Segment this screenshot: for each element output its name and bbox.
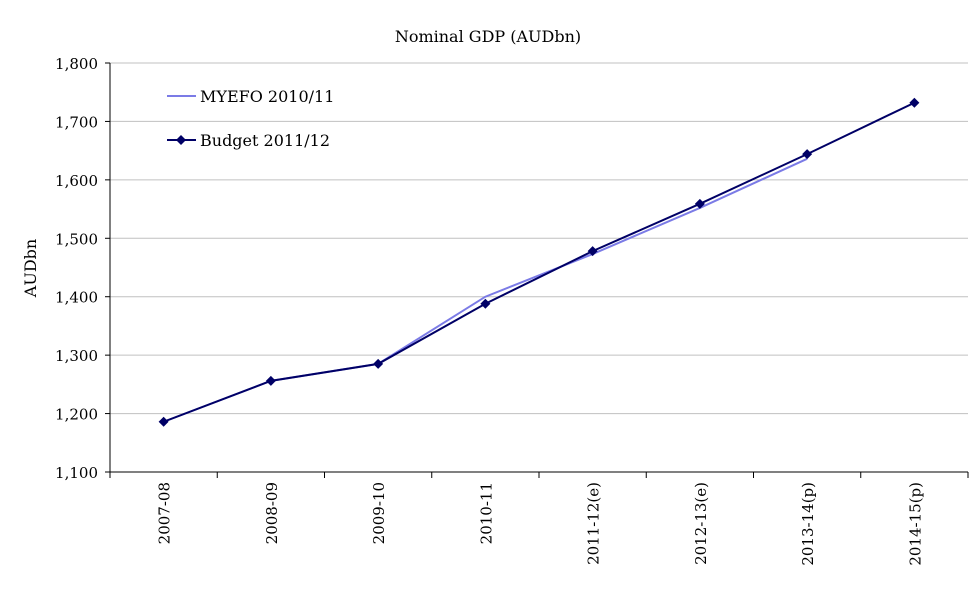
data-point [909, 97, 920, 108]
data-point [587, 246, 598, 257]
x-tick-label: 2007-08 [156, 482, 174, 544]
x-tick-label: 2009-10 [370, 482, 388, 544]
data-point [158, 416, 169, 427]
data-point [480, 298, 491, 309]
y-tick-label: 1,100 [55, 464, 98, 482]
x-tick-label: 2008-09 [263, 482, 281, 544]
legend-label: Budget 2011/12 [200, 131, 330, 150]
y-tick-label: 1,600 [55, 172, 98, 190]
data-point [265, 375, 276, 386]
data-point [373, 358, 384, 369]
legend: MYEFO 2010/11 Budget 2011/12 [167, 87, 334, 150]
chart-title: Nominal GDP (AUDbn) [395, 27, 581, 46]
x-tick-label: 2014-15(p) [906, 482, 924, 566]
legend-label: MYEFO 2010/11 [200, 87, 334, 106]
data-point [802, 149, 813, 160]
x-tick-label: 2013-14(p) [799, 482, 817, 566]
y-tick-label: 1,300 [55, 347, 98, 365]
x-tick-label: 2011-12(e) [585, 482, 603, 565]
y-tick-label: 1,700 [55, 113, 98, 131]
x-tick-label: 2012-13(e) [692, 482, 710, 565]
legend-marker [176, 135, 186, 145]
y-tick-label: 1,200 [55, 406, 98, 424]
series-line [163, 101, 915, 423]
y-tick-label: 1,400 [55, 289, 98, 307]
x-tick-label: 2010-11 [477, 482, 495, 544]
data-point [694, 198, 705, 209]
y-tick-label: 1,500 [55, 230, 98, 248]
y-axis-label: AUDbn [21, 239, 40, 298]
y-tick-label: 1,800 [55, 55, 98, 73]
